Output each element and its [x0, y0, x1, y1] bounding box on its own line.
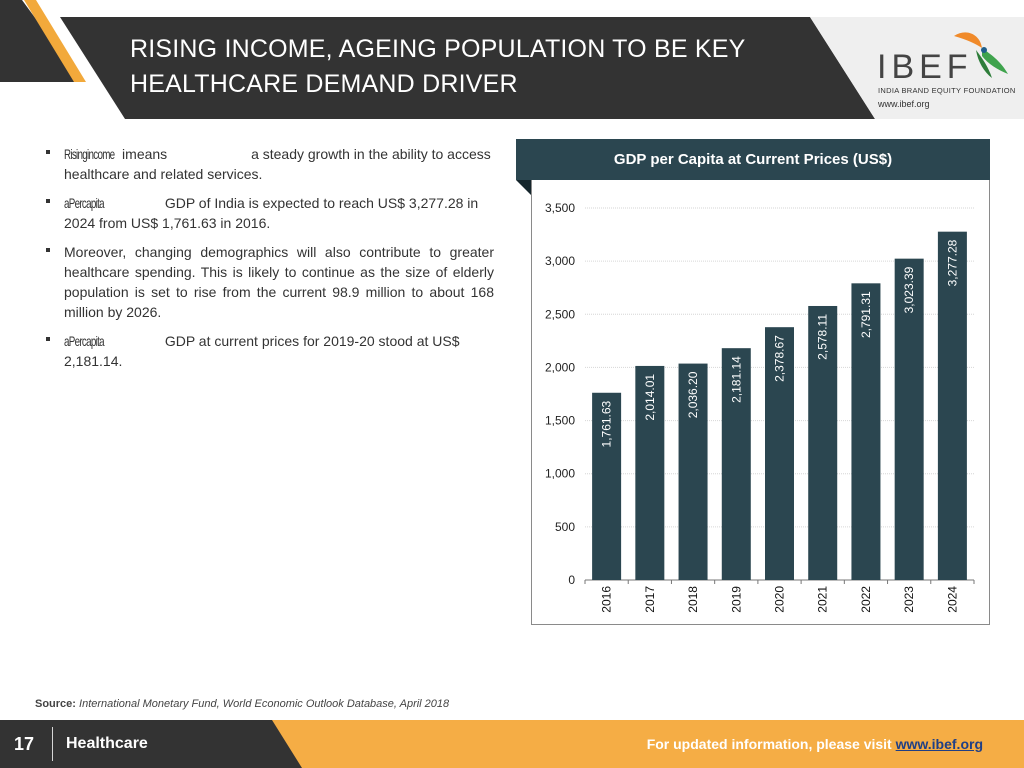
data-label: 3,023.39 [902, 266, 916, 313]
data-label: 2,036.20 [686, 371, 700, 418]
data-label: 2,378.67 [773, 335, 787, 382]
source-text: International Monetary Fund, World Econo… [79, 698, 450, 710]
footer-divider [52, 727, 53, 761]
bar [635, 365, 665, 580]
title-line-1: RISING INCOME, AGEING POPULATION TO BE K… [130, 35, 746, 63]
bird-logo-icon [954, 32, 1008, 78]
data-label: 1,761.63 [600, 400, 614, 447]
title-banner [60, 17, 875, 119]
bar [765, 327, 794, 580]
y-tick-label: 2,500 [545, 307, 575, 321]
bullet-keyword: aPercapita [64, 195, 105, 211]
bar [808, 305, 838, 580]
y-tick-label: 1,000 [545, 467, 575, 481]
logo-text: IBEF [877, 48, 973, 86]
y-tick-label: 3,000 [545, 254, 575, 268]
x-tick-label: 2022 [859, 586, 873, 613]
source-note: Source: International Monetary Fund, Wor… [35, 698, 449, 710]
bullet-text: GDP at current prices for 2019-20 stood … [64, 333, 460, 369]
bullet-text: GDP of India is expected to reach US$ 3,… [64, 195, 479, 231]
bullet-item-4: aPercapita GDP at current prices for 201… [44, 331, 494, 371]
bar [851, 283, 881, 580]
footer-section-block [0, 720, 302, 768]
y-tick-label: 2,000 [545, 360, 575, 374]
page-number: 17 [14, 734, 35, 754]
bullet-text: a steady growth in the ability to access… [64, 146, 491, 182]
chart-title: GDP per Capita at Current Prices (US$) [516, 139, 990, 180]
chart-header-fold [516, 180, 531, 195]
bullet-list: Risingincome imeans a steady growth in th… [44, 144, 494, 380]
x-tick-label: 2019 [729, 586, 743, 613]
bar [592, 392, 622, 580]
data-label: 2,791.31 [859, 291, 873, 338]
bullet-item-1: Risingincome imeans a steady growth in th… [44, 144, 494, 184]
data-label: 2,014.01 [643, 374, 657, 421]
bar [678, 363, 708, 580]
footer-link[interactable]: www.ibef.org [895, 736, 983, 752]
x-tick-label: 2017 [643, 586, 657, 613]
footer-visit-text: For updated information, please visit [646, 736, 892, 752]
data-label: 3,277.28 [945, 239, 959, 286]
x-tick-label: 2020 [773, 586, 787, 613]
bullet-keyword: Risingincome [64, 146, 115, 162]
x-tick-label: 2016 [600, 586, 614, 613]
bar-chart: 0 500 1,000 1,500 2,000 2,500 3,000 3,500 1,761.… [545, 201, 975, 613]
x-tick-label: 2018 [686, 586, 700, 613]
footer-visit: For updated information, please visit ww… [647, 736, 983, 752]
page-title: RISING INCOME, AGEING POPULATION TO BE K… [130, 32, 810, 102]
logo-subtitle: INDIA BRAND EQUITY FOUNDATION [878, 86, 1016, 95]
logo-url[interactable]: www.ibef.org [878, 99, 930, 109]
y-tick-label: 0 [568, 573, 575, 587]
y-tick-label: 500 [555, 520, 575, 534]
bar [894, 258, 924, 580]
y-tick-label: 1,500 [545, 414, 575, 428]
bullet-mid: imeans [122, 146, 168, 162]
x-tick-label: 2023 [902, 586, 916, 613]
x-tick-label: 2024 [945, 586, 959, 613]
source-label: Source: [35, 698, 76, 710]
x-tick-label: 2021 [816, 586, 830, 613]
data-label: 2,578.11 [816, 314, 830, 360]
title-line-2: HEALTHCARE DEMAND DRIVER [130, 70, 518, 98]
bullet-item-2: aPercapita GDP of India is expected to r… [44, 193, 494, 233]
bar [721, 348, 751, 580]
footer-section-title: Healthcare [66, 735, 148, 752]
bar [937, 231, 967, 581]
bullet-keyword: aPercapita [64, 333, 105, 349]
data-label: 2,181.14 [729, 356, 743, 403]
y-tick-label: 3,500 [545, 201, 575, 215]
bullet-item-3: Moreover, changing demographics will als… [44, 242, 494, 322]
